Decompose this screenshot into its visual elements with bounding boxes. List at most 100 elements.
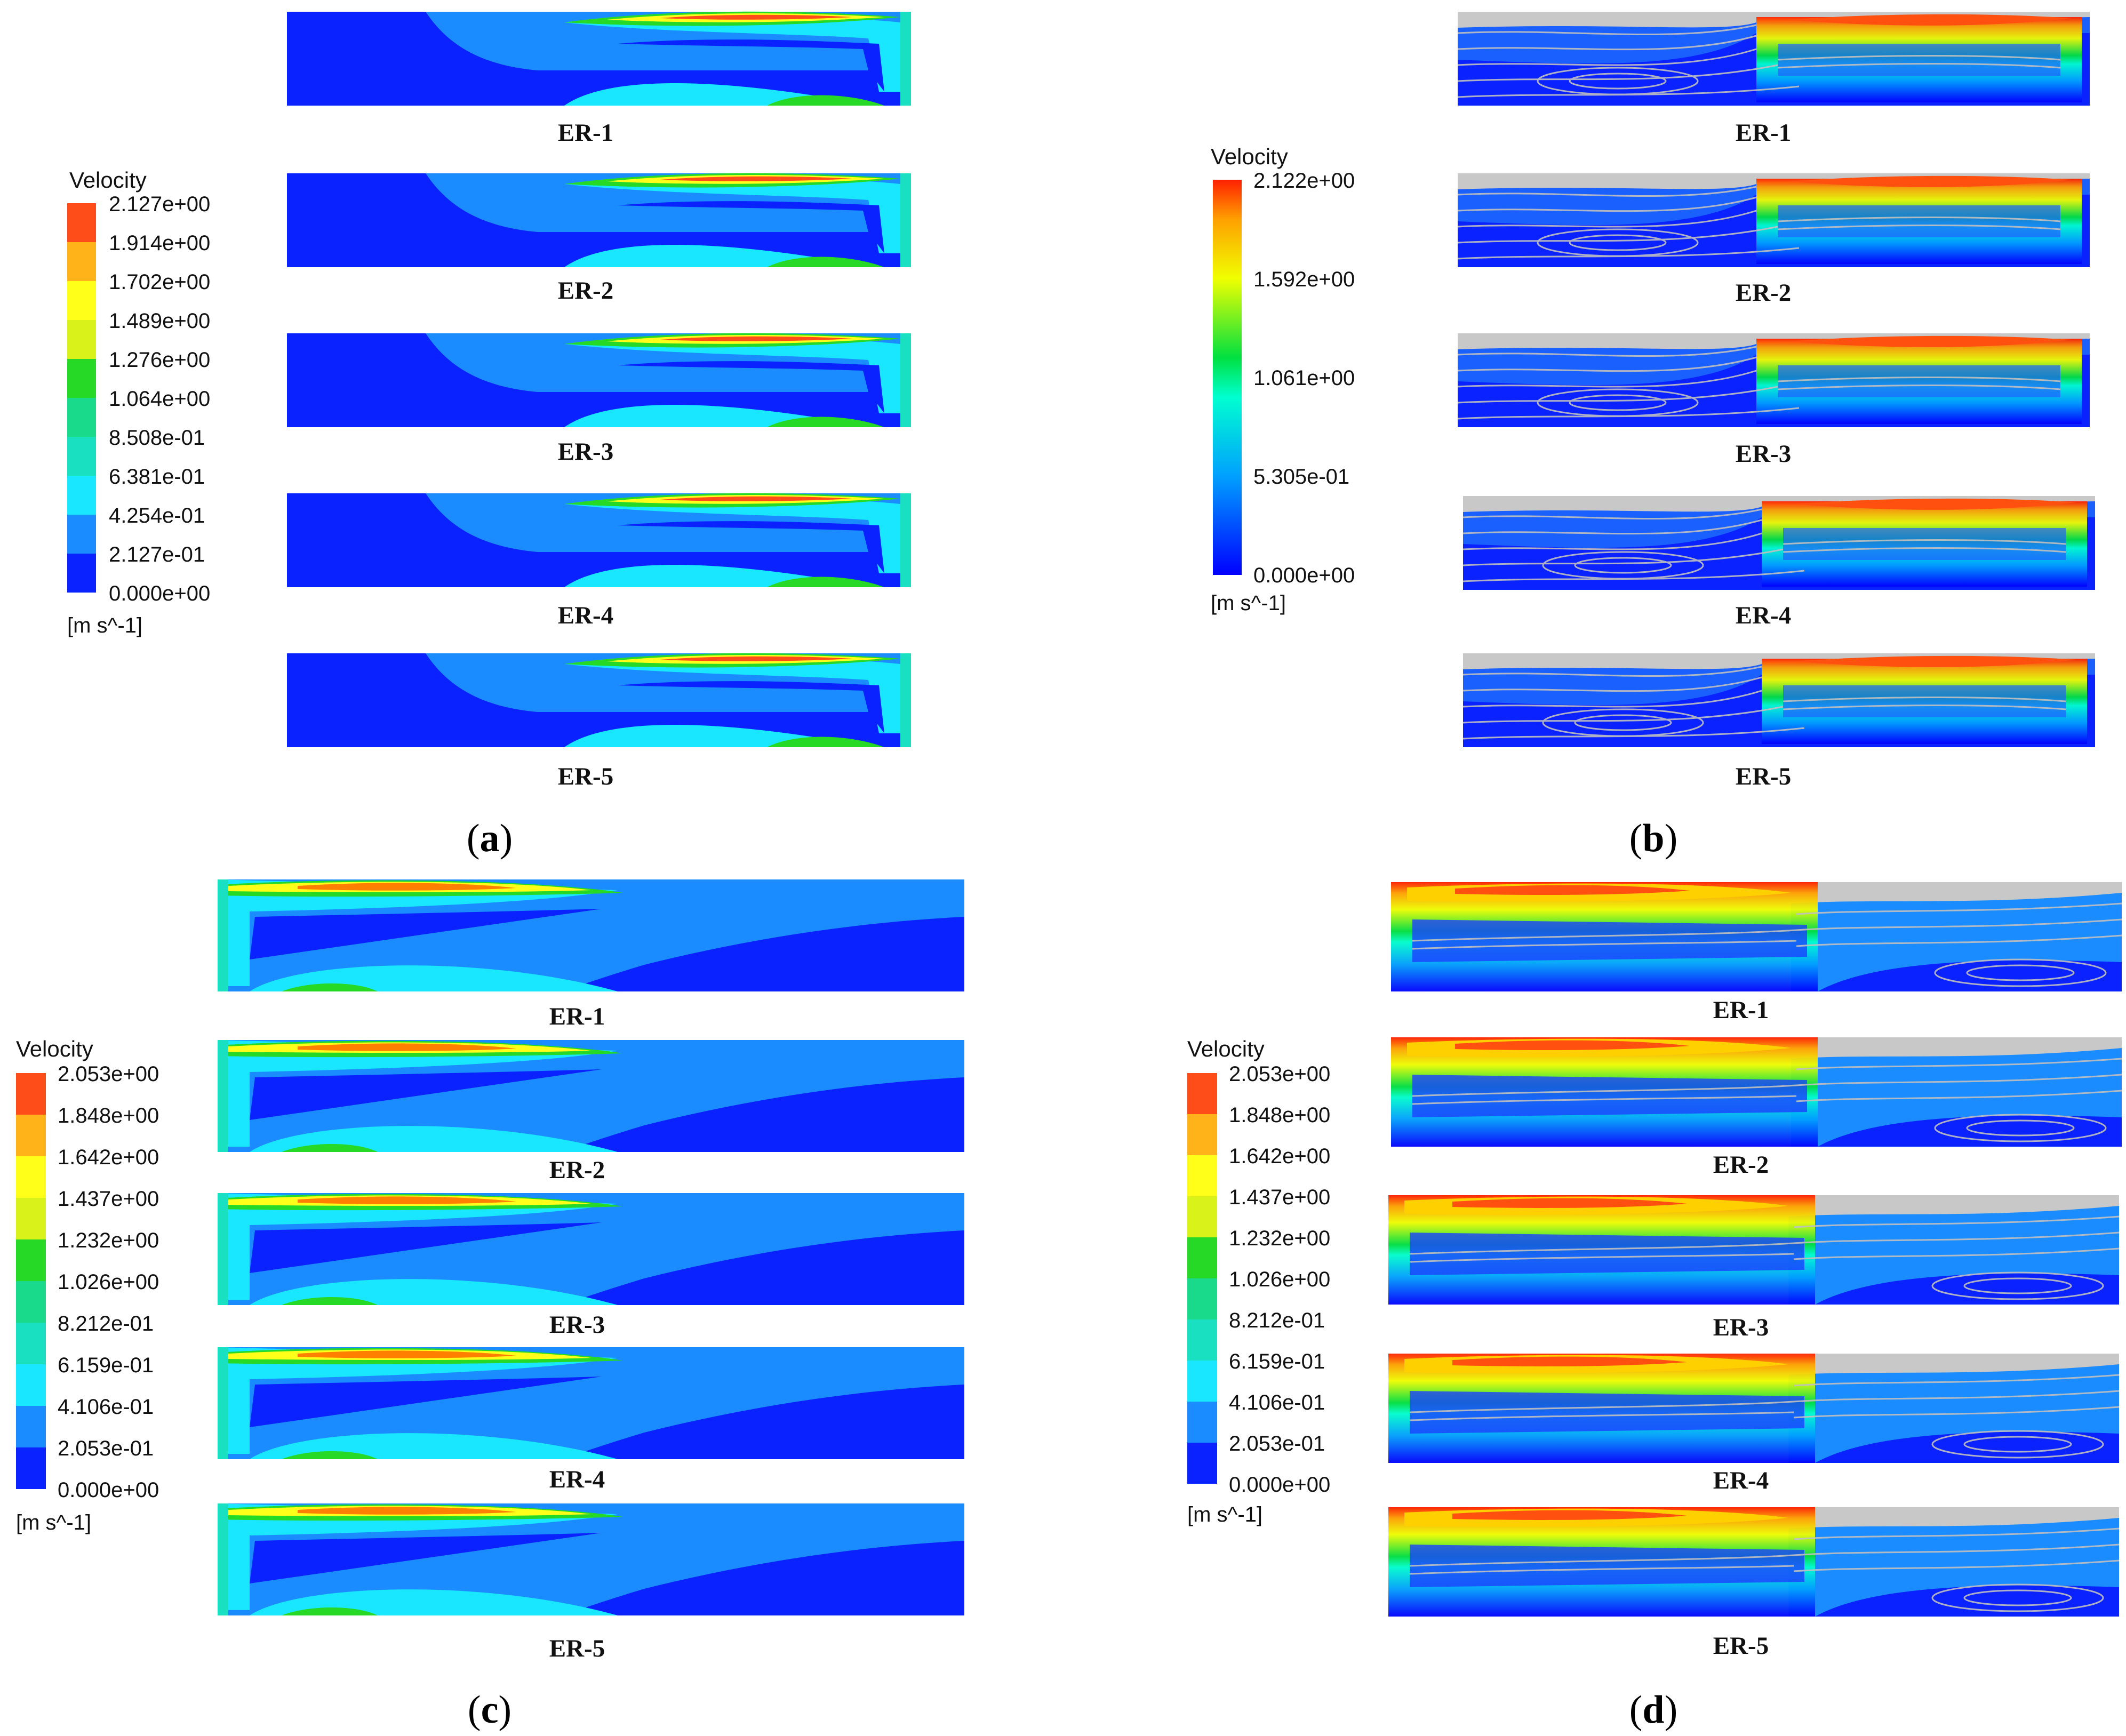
case-label: ER-2: [1713, 1151, 1769, 1179]
panel-c: Velocity 2.053e+00 1.848e+00 1.642e+00 1…: [16, 879, 964, 1732]
legend-tick: 0.000e+00: [1253, 564, 1355, 587]
legend-title: Velocity: [16, 1036, 93, 1061]
case-label: ER-2: [1736, 279, 1791, 307]
legend-tick: 2.053e+00: [1229, 1062, 1330, 1086]
legend-tick: 1.848e+00: [1229, 1103, 1330, 1127]
legend-tick: 8.212e-01: [58, 1312, 154, 1335]
legend-tick: 2.122e+00: [1253, 169, 1355, 193]
legend-tick: 0.000e+00: [58, 1478, 159, 1502]
legend-unit: [m s^-1]: [16, 1511, 91, 1534]
panel-d-legend: Velocity 2.053e+00 1.848e+00 1.642e+00 1…: [1187, 1036, 1330, 1526]
legend-unit: [m s^-1]: [1211, 591, 1286, 615]
legend-tick: 1.592e+00: [1253, 268, 1355, 291]
contour-er-4: [287, 493, 911, 587]
legend-tick: 2.053e+00: [58, 1062, 159, 1086]
legend-colorbar: [67, 203, 96, 593]
case-label: ER-4: [558, 602, 613, 629]
contour-er-3: [287, 333, 911, 427]
legend-tick: 1.232e+00: [58, 1229, 159, 1252]
contour-er-1: [218, 879, 964, 991]
panel-caption: (c): [468, 1688, 511, 1732]
panel-b: Velocity 2.122e+00 1.592e+00 1.061e+00 5…: [1211, 11, 2096, 860]
case-label: ER-2: [558, 277, 613, 305]
legend-tick: 6.159e-01: [1229, 1350, 1325, 1373]
legend-tick: 2.053e-01: [58, 1437, 154, 1460]
contour-er-1: [287, 11, 911, 106]
contour-er-2: [287, 173, 911, 267]
case-label: ER-2: [549, 1156, 605, 1184]
legend-tick: 1.642e+00: [1229, 1145, 1330, 1168]
panel-c-legend: Velocity 2.053e+00 1.848e+00 1.642e+00 1…: [16, 1036, 159, 1534]
case-label: ER-4: [1713, 1467, 1769, 1494]
legend-tick: 1.064e+00: [109, 387, 210, 411]
legend-unit: [m s^-1]: [1187, 1503, 1262, 1526]
contour-er-3: [218, 1193, 964, 1305]
contour-er-5: [218, 1503, 964, 1615]
case-label: ER-5: [1713, 1632, 1769, 1660]
panel-caption: (b): [1629, 817, 1677, 860]
case-label: ER-5: [1736, 763, 1791, 790]
case-label: ER-3: [1713, 1314, 1769, 1341]
legend-title: Velocity: [1211, 144, 1288, 169]
panel-d: Velocity 2.053e+00 1.848e+00 1.642e+00 1…: [1187, 881, 2123, 1732]
legend-colorbar: [16, 1073, 46, 1489]
streamline-er-5: [1462, 652, 2096, 748]
legend-tick: 4.106e-01: [1229, 1391, 1325, 1414]
legend-tick: 8.508e-01: [109, 426, 205, 450]
legend-tick: 1.061e+00: [1253, 366, 1355, 390]
contour-er-5: [287, 653, 911, 747]
legend-tick: 6.159e-01: [58, 1354, 154, 1377]
streamline-er-4: [1462, 495, 2096, 591]
legend-colorbar: [1213, 180, 1242, 575]
case-label: ER-1: [549, 1003, 605, 1030]
streamline-er-5: [1387, 1506, 2120, 1618]
contour-er-4: [218, 1347, 964, 1459]
legend-tick: 0.000e+00: [109, 582, 210, 605]
streamline-er-3: [1387, 1194, 2120, 1306]
legend-tick: 1.914e+00: [109, 231, 210, 255]
legend-tick: 1.437e+00: [1229, 1186, 1330, 1209]
case-label: ER-3: [1736, 440, 1791, 468]
legend-tick: 8.212e-01: [1229, 1309, 1325, 1332]
panel-b-legend: Velocity 2.122e+00 1.592e+00 1.061e+00 5…: [1211, 144, 1355, 615]
legend-tick: 4.254e-01: [109, 504, 205, 527]
case-label: ER-1: [1736, 119, 1791, 147]
case-label: ER-5: [558, 763, 613, 790]
legend-tick: 6.381e-01: [109, 465, 205, 489]
streamline-er-2: [1457, 172, 2091, 268]
case-label: ER-3: [549, 1311, 605, 1339]
case-label: ER-3: [558, 438, 613, 466]
streamline-er-4: [1387, 1353, 2120, 1464]
legend-tick: 1.026e+00: [1229, 1268, 1330, 1291]
case-label: ER-1: [1713, 996, 1769, 1024]
legend-tick: 1.437e+00: [58, 1187, 159, 1211]
legend-tick: 4.106e-01: [58, 1395, 154, 1419]
streamline-er-2: [1390, 1036, 2123, 1148]
legend-tick: 2.053e-01: [1229, 1432, 1325, 1455]
panel-caption: (d): [1629, 1688, 1677, 1732]
case-label: ER-5: [549, 1635, 605, 1662]
legend-tick: 2.127e-01: [109, 543, 205, 566]
legend-title: Velocity: [69, 167, 147, 193]
legend-tick: 1.489e+00: [109, 309, 210, 333]
legend-tick: 1.276e+00: [109, 348, 210, 372]
contour-er-2: [218, 1040, 964, 1152]
case-label: ER-1: [558, 119, 613, 147]
legend-tick: 5.305e-01: [1253, 465, 1349, 489]
streamline-er-1: [1390, 881, 2123, 993]
legend-tick: 1.232e+00: [1229, 1227, 1330, 1250]
legend-tick: 1.702e+00: [109, 270, 210, 294]
legend-tick: 1.642e+00: [58, 1146, 159, 1169]
legend-colorbar: [1187, 1073, 1217, 1484]
panel-a-legend: Velocity 2.127e+00 1.914e+00 1.702e+00 1…: [67, 167, 210, 637]
case-label: ER-4: [1736, 602, 1791, 629]
panel-a: Velocity 2.127e+00 1.914e+00 1.702e+00 1…: [67, 11, 911, 860]
legend-tick: 1.026e+00: [58, 1270, 159, 1294]
case-label: ER-4: [549, 1466, 605, 1493]
streamline-er-1: [1457, 11, 2091, 107]
panel-caption: (a): [467, 817, 513, 860]
legend-title: Velocity: [1187, 1036, 1265, 1061]
legend-tick: 1.848e+00: [58, 1104, 159, 1127]
legend-tick: 2.127e+00: [109, 193, 210, 216]
